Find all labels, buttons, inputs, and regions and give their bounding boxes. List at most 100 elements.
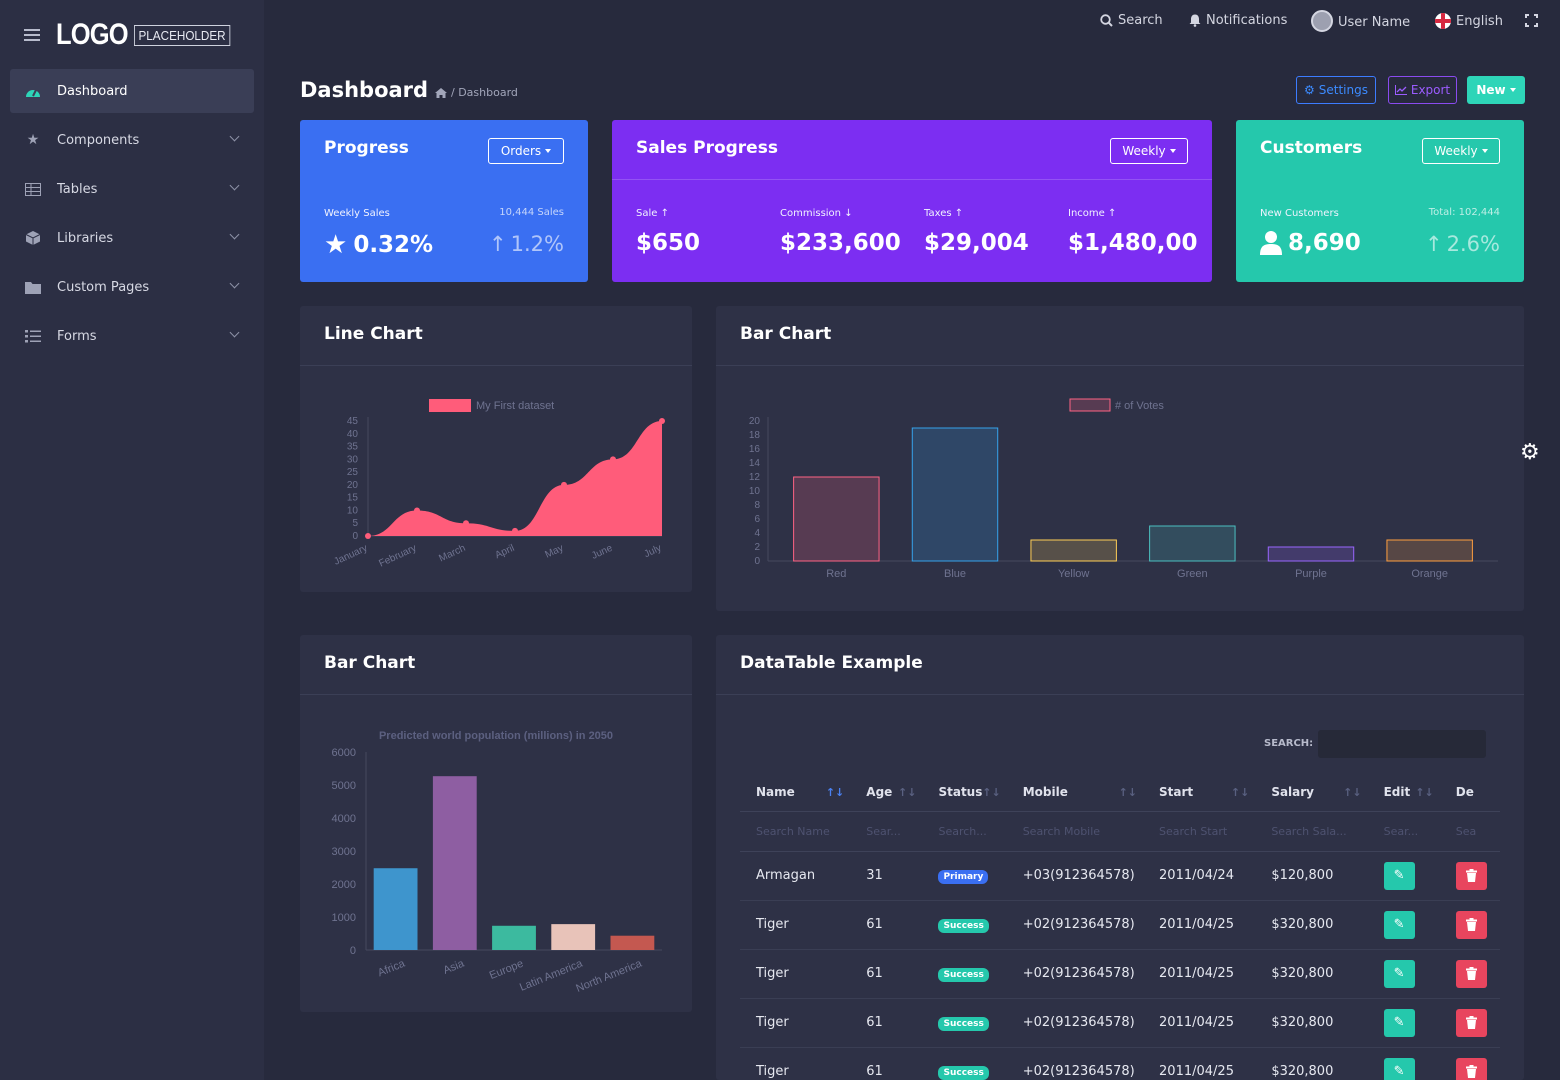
total-customers: Total: 102,444: [1428, 207, 1500, 218]
panel-divider: [716, 694, 1524, 695]
column-filter-input[interactable]: Search...: [922, 811, 1007, 852]
new-button[interactable]: New: [1467, 76, 1525, 104]
datatable-search-input[interactable]: [1318, 730, 1486, 758]
column-filter-input[interactable]: Search Sala...: [1255, 811, 1368, 852]
fullscreen-icon[interactable]: [1525, 14, 1538, 27]
y-tick-label: 8: [754, 500, 760, 511]
datatable-panel: DataTable Example SEARCH: Name ↑↓ Age ↑↓ Sta…: [716, 635, 1524, 1080]
settings-gear-icon[interactable]: ⚙: [1520, 440, 1540, 465]
table-header-row: Name ↑↓ Age ↑↓ Status ↑↓ Mobile ↑↓ Start ↑↓ Salary…: [740, 773, 1500, 812]
bar: [911, 427, 999, 562]
column-header[interactable]: Status ↑↓: [922, 773, 1007, 812]
edit-button[interactable]: ✎: [1383, 861, 1415, 890]
caret-down-icon: [1509, 88, 1516, 92]
customers-title: Customers: [1260, 138, 1363, 158]
delete-button[interactable]: [1455, 861, 1487, 890]
sidebar-item-libraries[interactable]: Libraries: [10, 216, 254, 260]
column-header-label: Status: [938, 784, 983, 799]
cell-salary: $320,800: [1255, 900, 1368, 950]
column-filter-input[interactable]: Search Start: [1143, 811, 1256, 852]
sort-icon[interactable]: ↑↓: [982, 786, 1001, 799]
column-header-label: Age: [866, 784, 893, 799]
y-tick-label: 5: [352, 518, 358, 529]
column-header[interactable]: De: [1439, 773, 1500, 812]
topbar-search[interactable]: Search: [1100, 13, 1163, 28]
logo-row: LOGO PLACEHOLDER: [24, 18, 241, 52]
taxes-value: $29,004: [924, 230, 1029, 256]
column-header[interactable]: Age ↑↓: [850, 773, 923, 812]
hamburger-menu-icon[interactable]: [24, 29, 40, 41]
export-button[interactable]: Export: [1388, 76, 1457, 104]
bar-chart-panel: Bar Chart 0 2 4 6 8 10 12 14 16 18 20 Red Blue Yellow…: [716, 306, 1524, 611]
sort-icon[interactable]: ↑↓: [898, 786, 917, 799]
bar: [1030, 539, 1117, 562]
sidebar-item-tables[interactable]: Tables: [10, 167, 254, 211]
data-point: [463, 520, 469, 527]
x-tick-label: January: [332, 543, 369, 568]
delete-button[interactable]: [1455, 1008, 1487, 1037]
edit-button[interactable]: ✎: [1383, 1008, 1415, 1037]
x-tick-label: April: [493, 543, 516, 561]
topbar-user[interactable]: User Name: [1311, 10, 1410, 32]
arrow-up-icon: ↑: [1425, 232, 1443, 256]
sort-icon[interactable]: ↑↓: [1343, 786, 1362, 799]
column-filter-input[interactable]: Sear...: [850, 811, 923, 852]
cell-mobile: +03(912364578): [1006, 851, 1144, 901]
bar: [551, 924, 596, 950]
edit-button[interactable]: ✎: [1383, 910, 1415, 939]
income-label: Income ↑: [1068, 208, 1117, 219]
settings-button[interactable]: ⚙ Settings: [1296, 76, 1376, 104]
column-header[interactable]: Mobile ↑↓: [1006, 773, 1144, 812]
bar: [1149, 525, 1236, 562]
column-filter-input[interactable]: Sear...: [1367, 811, 1440, 852]
sidebar-item-label: Components: [57, 132, 140, 148]
delete-button[interactable]: [1455, 910, 1487, 939]
sidebar-item-dashboard[interactable]: Dashboard: [10, 69, 254, 113]
sidebar-item-forms[interactable]: Forms: [10, 314, 254, 358]
breadcrumb-current[interactable]: / Dashboard: [451, 86, 518, 99]
column-header[interactable]: Edit ↑↓: [1367, 773, 1440, 812]
y-tick-label: 6: [754, 514, 760, 525]
bar-chart: 0 2 4 6 8 10 12 14 16 18 20 Red Blue Yellow Green Purpl…: [749, 398, 1498, 580]
edit-button[interactable]: ✎: [1383, 959, 1415, 988]
home-icon[interactable]: [435, 87, 447, 98]
column-header[interactable]: Start ↑↓: [1143, 773, 1256, 812]
topbar-notifications[interactable]: Notifications: [1189, 13, 1287, 28]
sort-icon[interactable]: ↑↓: [1118, 786, 1138, 799]
customers-card: Customers Weekly New Customers Total: 10…: [1236, 120, 1524, 282]
delete-button[interactable]: [1455, 959, 1487, 988]
edit-button[interactable]: ✎: [1383, 1057, 1415, 1080]
column-filter-input[interactable]: Search Mobile: [1006, 811, 1144, 852]
y-tick-label: 6000: [332, 747, 356, 759]
column-header[interactable]: Name ↑↓: [740, 773, 851, 812]
customers-weekly-dropdown[interactable]: Weekly: [1422, 138, 1500, 164]
column-filter-input[interactable]: Search Name: [740, 811, 851, 852]
line-chart-panel: Line Chart 0 5 10 15 20 25 30 35 40 45 January Febr…: [300, 306, 692, 592]
sort-icon[interactable]: ↑↓: [825, 786, 845, 799]
breadcrumb: / Dashboard: [435, 86, 518, 99]
cell-mobile: +02(912364578): [1006, 1047, 1144, 1080]
caret-down-icon: [1169, 149, 1176, 153]
sidebar-item-custom-pages[interactable]: Custom Pages: [10, 265, 254, 309]
column-header[interactable]: Salary ↑↓: [1255, 773, 1368, 812]
data-point: [512, 527, 518, 534]
data-point: [610, 456, 616, 463]
legend-swatch: [1069, 398, 1111, 412]
sidebar-item-components[interactable]: ★ Components: [10, 118, 254, 162]
topbar-language[interactable]: English: [1435, 13, 1503, 29]
column-filter-input[interactable]: Sea: [1439, 811, 1500, 852]
delete-button[interactable]: [1455, 1057, 1487, 1080]
sort-icon[interactable]: ↑↓: [1230, 786, 1250, 799]
cell-edit: ✎: [1367, 1047, 1440, 1080]
cell-age: 61: [850, 1047, 923, 1080]
orders-dropdown[interactable]: Orders: [488, 138, 564, 164]
taxes-label: Taxes ↑: [924, 208, 964, 219]
y-tick-label: 18: [749, 430, 761, 441]
chart-line-icon: [1394, 85, 1407, 95]
weekly-dropdown[interactable]: Weekly: [1110, 138, 1188, 164]
population-chart-panel: Bar Chart Predicted world population (mi…: [300, 635, 692, 1012]
bar: [1386, 539, 1473, 562]
y-tick-label: 3000: [332, 846, 356, 858]
caret-down-icon: [545, 149, 552, 153]
sort-icon[interactable]: ↑↓: [1415, 786, 1434, 799]
